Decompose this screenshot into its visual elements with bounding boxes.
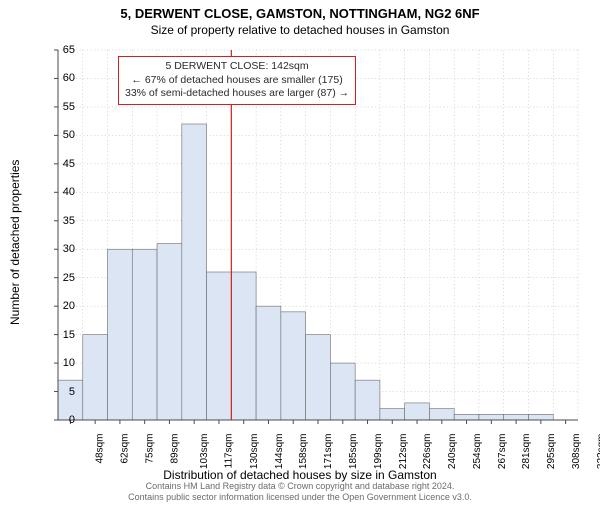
histogram-bar [256,306,281,420]
x-tick-label: 308sqm [571,434,582,470]
histogram-plot [58,50,578,420]
x-tick-label: 158sqm [299,434,310,470]
y-tick-label: 5 [69,386,75,398]
x-tick-label: 254sqm [472,434,483,470]
y-tick-label: 10 [63,357,75,369]
histogram-bar [207,272,232,420]
x-tick-label: 48sqm [95,434,106,464]
histogram-bar [157,244,182,420]
annotation-box: 5 DERWENT CLOSE: 142sqm ← 67% of detache… [118,56,356,105]
x-tick-label: 144sqm [274,434,285,470]
histogram-bar [528,414,553,420]
x-tick-label: 171sqm [323,434,334,470]
chart-title-main: 5, DERWENT CLOSE, GAMSTON, NOTTINGHAM, N… [0,6,600,21]
histogram-bar [231,272,256,420]
y-tick-label: 55 [63,101,75,113]
histogram-bar [405,403,430,420]
y-tick-label: 30 [63,243,75,255]
y-tick-label: 15 [63,329,75,341]
x-tick-label: 295sqm [546,434,557,470]
x-tick-label: 117sqm [224,434,235,469]
y-tick-label: 35 [63,215,75,227]
x-tick-label: 212sqm [398,434,409,470]
x-tick-label: 199sqm [373,434,384,470]
histogram-bar [429,409,454,420]
histogram-bar [306,335,331,420]
histogram-bar [380,409,405,420]
histogram-bar [504,414,529,420]
x-tick-label: 240sqm [447,434,458,470]
histogram-bar [83,335,108,420]
x-tick-label: 103sqm [200,434,211,470]
histogram-bar [108,249,133,420]
x-tick-label: 226sqm [422,434,433,470]
y-tick-label: 25 [63,272,75,284]
footer-line2: Contains public sector information licen… [0,492,600,502]
histogram-bar [330,363,355,420]
y-tick-label: 0 [69,414,75,426]
x-axis-label: Distribution of detached houses by size … [0,468,600,482]
y-axis-label: Number of detached properties [8,160,22,325]
x-tick-label: 75sqm [144,434,155,464]
y-tick-label: 20 [63,300,75,312]
histogram-bar [355,380,380,420]
histogram-bar [182,124,207,420]
x-tick-label: 89sqm [169,434,180,464]
y-tick-label: 40 [63,186,75,198]
histogram-bar [454,414,479,420]
y-tick-label: 50 [63,129,75,141]
x-tick-label: 185sqm [348,434,359,470]
annotation-line2: ← 67% of detached houses are smaller (17… [125,74,349,88]
x-tick-label: 62sqm [120,434,131,464]
chart-area: 5 DERWENT CLOSE: 142sqm ← 67% of detache… [58,50,578,420]
x-tick-label: 281sqm [521,434,532,470]
x-tick-label: 322sqm [596,434,600,470]
chart-title-sub: Size of property relative to detached ho… [0,23,600,37]
x-tick-label: 130sqm [249,434,260,470]
y-tick-label: 60 [63,72,75,84]
footer-attribution: Contains HM Land Registry data © Crown c… [0,481,600,502]
x-tick-label: 267sqm [497,434,508,470]
histogram-bar [132,249,157,420]
annotation-line3: 33% of semi-detached houses are larger (… [125,87,349,101]
y-tick-label: 65 [63,44,75,56]
footer-line1: Contains HM Land Registry data © Crown c… [0,481,600,491]
y-tick-label: 45 [63,158,75,170]
histogram-bar [281,312,306,420]
histogram-bar [479,414,504,420]
annotation-line1: 5 DERWENT CLOSE: 142sqm [125,60,349,74]
